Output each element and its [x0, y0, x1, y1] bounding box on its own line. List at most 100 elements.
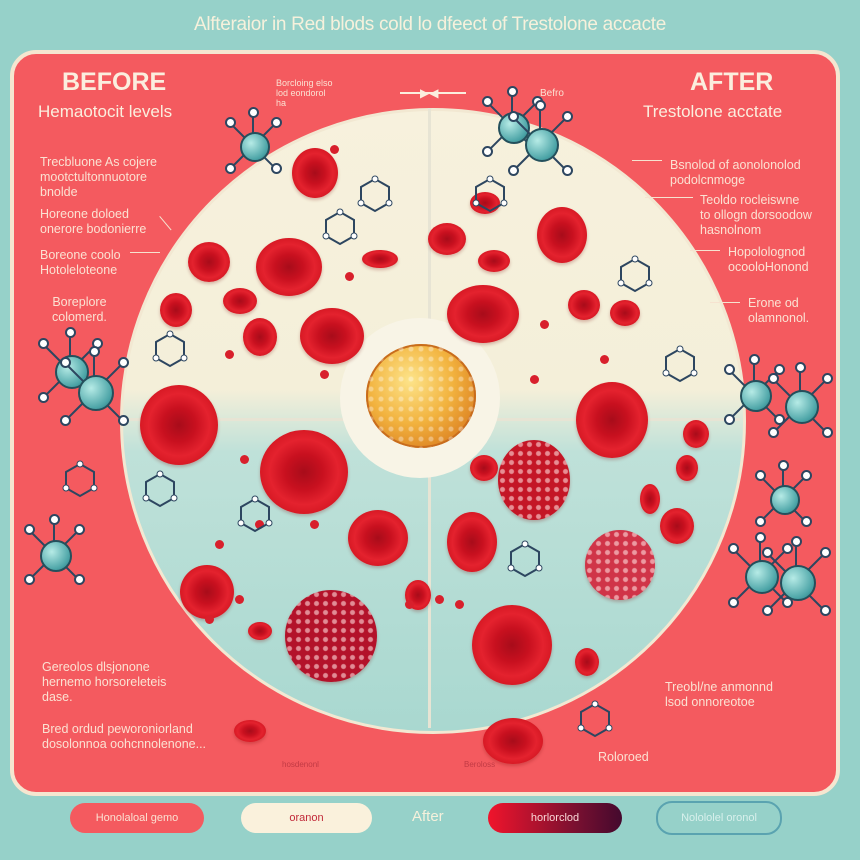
small-cell-dot — [320, 370, 329, 379]
molecule-atom — [271, 116, 283, 128]
molecule-node — [745, 560, 779, 594]
red-blood-cell — [234, 720, 266, 742]
molecule-atom — [507, 85, 518, 97]
left-label-3: Boreone coolo Hotoleloteone — [40, 248, 121, 277]
molecule-atom — [117, 414, 129, 426]
molecule-atom — [60, 414, 72, 426]
left-label-2: Horeone doloed onerore bodonierre — [40, 207, 147, 236]
red-blood-cell — [447, 285, 519, 343]
before-subheading: Hemaotocit levels — [38, 102, 173, 121]
small-cell-dot — [435, 595, 444, 604]
molecule-atom — [481, 146, 493, 158]
red-blood-cell — [248, 622, 272, 640]
red-blood-cell — [575, 648, 599, 676]
small-cell-dot — [345, 272, 354, 281]
molecule-atom — [723, 414, 735, 426]
molecule-atom — [822, 373, 833, 384]
leader-line — [645, 197, 693, 198]
molecule-ring-icon — [237, 495, 273, 533]
red-blood-cell — [576, 382, 648, 458]
inner-label: hosdenonl — [282, 760, 319, 769]
bottom-left-label-2: Bred ordud peworoniorland dosolonnoa ooh… — [42, 722, 207, 751]
damaged-cell — [585, 530, 655, 600]
left-label-1: Trecbluone As cojere mootctultonnuotore … — [40, 155, 157, 199]
molecule-atom — [822, 427, 833, 438]
after-subheading: Trestolone acctate — [643, 102, 783, 121]
left-label-4: Boreplore colomerd. — [52, 295, 107, 324]
molecule-node — [785, 390, 819, 424]
red-blood-cell — [537, 207, 587, 263]
molecule-atom — [819, 547, 831, 559]
red-blood-cell — [683, 420, 709, 448]
red-blood-cell — [260, 430, 348, 514]
molecule-node — [770, 485, 800, 515]
small-cell-dot — [240, 455, 249, 464]
small-cell-dot — [600, 355, 609, 364]
molecule-ring-icon — [322, 208, 358, 246]
molecule-atom — [271, 163, 283, 175]
molecule-atom — [762, 547, 774, 559]
red-blood-cell — [568, 290, 600, 320]
arrow-line — [400, 92, 466, 94]
molecule-atom — [224, 163, 236, 175]
molecule-atom — [774, 363, 786, 375]
small-cell-dot — [540, 320, 549, 329]
red-blood-cell — [256, 238, 322, 296]
small-cell-dot — [530, 375, 539, 384]
molecule-atom — [23, 574, 35, 586]
molecule-atom — [795, 362, 806, 374]
red-blood-cell — [676, 455, 698, 481]
legend-item-1[interactable]: Honolaloal gemo — [70, 803, 204, 833]
small-cell-dot — [235, 595, 244, 604]
molecule-atom — [778, 460, 789, 472]
right-label-2: Teoldo rocleiswne to ollogn dorsoodow ha… — [700, 193, 812, 237]
molecule-atom — [38, 392, 49, 403]
red-blood-cell — [447, 512, 497, 572]
molecule-atom — [801, 516, 813, 528]
molecule-ring-icon — [662, 345, 698, 383]
right-label-4: Erone od olamnonol. — [748, 296, 810, 325]
small-cell-dot — [205, 615, 214, 624]
molecule-atom — [535, 100, 546, 112]
central-cell-icon — [366, 344, 476, 448]
molecule-atom — [762, 604, 774, 616]
molecule-atom — [481, 95, 493, 107]
molecule-atom — [508, 111, 519, 122]
molecule-atom — [74, 523, 86, 535]
legend-after-label: After — [412, 808, 444, 825]
red-blood-cell — [180, 565, 234, 619]
red-blood-cell — [348, 510, 408, 566]
molecule-atom — [248, 107, 259, 119]
molecule-ring-icon — [507, 540, 543, 578]
molecule-atom — [754, 516, 766, 528]
molecule-atom — [768, 427, 779, 438]
molecule-atom — [819, 604, 831, 616]
red-blood-cell — [660, 508, 694, 544]
red-blood-cell — [243, 318, 277, 356]
leader-line — [690, 250, 720, 251]
center-note: Borcloing elso lod eondorol ha — [276, 78, 333, 108]
red-blood-cell — [478, 250, 510, 272]
molecule-atom — [89, 345, 100, 357]
molecule-atom — [755, 532, 766, 544]
molecule-node — [78, 375, 114, 411]
molecule-node — [40, 540, 72, 572]
molecule-ring-icon — [617, 255, 653, 293]
before-heading: BEFORE — [62, 68, 167, 96]
legend-item-4[interactable]: Nolololel oronol — [656, 801, 782, 835]
legend-item-2[interactable]: oranon — [241, 803, 372, 833]
molecule-ring-icon — [142, 470, 178, 508]
leader-line — [632, 160, 662, 161]
red-blood-cell — [610, 300, 640, 326]
molecule-atom — [749, 353, 760, 365]
molecule-atom — [562, 165, 573, 176]
molecule-atom — [728, 543, 739, 554]
arrow-note: Befro — [540, 88, 564, 99]
molecule-ring-icon — [577, 700, 613, 738]
molecule-atom — [508, 165, 519, 176]
molecule-atom — [224, 116, 236, 128]
small-cell-dot — [455, 600, 464, 609]
small-cell-dot — [330, 145, 339, 154]
legend-item-3[interactable]: horlorclod — [488, 803, 622, 833]
molecule-atom — [23, 523, 35, 535]
